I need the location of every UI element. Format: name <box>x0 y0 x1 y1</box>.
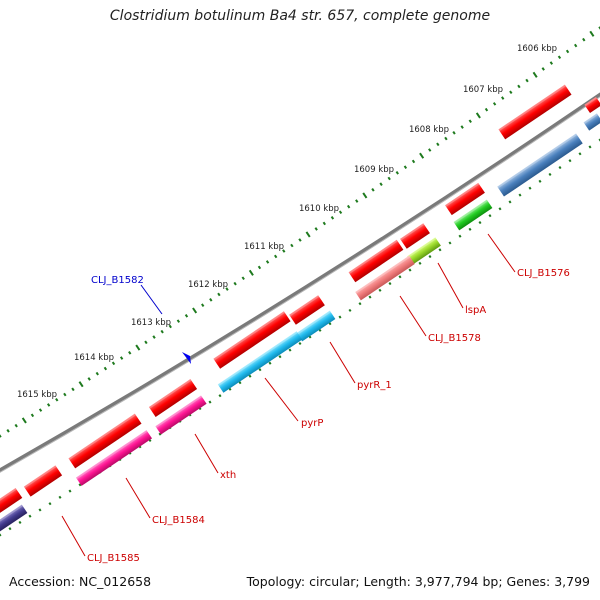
genome-backbone <box>0 92 600 473</box>
ruler-tick-label: 1606 kbp <box>517 44 557 54</box>
gene-label-callouts <box>61 233 516 557</box>
gene-label[interactable]: xth <box>220 470 236 481</box>
ruler-track <box>0 26 600 438</box>
ruler-tick-label: 1609 kbp <box>354 165 394 175</box>
feature-track[interactable] <box>0 84 600 536</box>
gene-label[interactable]: CLJ_B1585 <box>87 553 140 564</box>
cds-feature[interactable] <box>289 295 325 325</box>
cds-feature[interactable] <box>348 239 404 283</box>
ruler-tick-label: 1611 kbp <box>244 242 284 252</box>
cds-feature[interactable] <box>0 487 23 519</box>
gene-feature[interactable] <box>453 199 493 231</box>
gene-label[interactable]: CLJ_B1582 <box>91 275 144 286</box>
gene-feature[interactable] <box>583 113 600 131</box>
cds-feature[interactable] <box>400 223 430 249</box>
accession-label: Accession: NC_012658 <box>9 574 152 589</box>
gene-labels[interactable]: CLJ_B1576 lspA CLJ_B1578 pyrR_1 pyrP xth CLJ_B… <box>87 268 570 564</box>
gene-feature[interactable] <box>217 331 303 393</box>
position-marker-icon[interactable] <box>182 352 191 364</box>
gene-callout-line <box>437 262 464 309</box>
gene-callout-line <box>61 515 86 557</box>
gene-callout-line <box>140 284 163 315</box>
gene-callout-line <box>487 233 516 273</box>
map-title: Clostridium botulinum Ba4 str. 657, comp… <box>109 8 491 24</box>
gene-feature[interactable] <box>355 255 415 301</box>
cds-feature[interactable] <box>445 182 485 216</box>
gene-callout-line <box>125 477 151 519</box>
cds-feature[interactable] <box>584 96 600 114</box>
ruler-tick-label: 1610 kbp <box>299 204 339 214</box>
gene-label[interactable]: pyrR_1 <box>357 380 392 391</box>
ruler-tick-label: 1615 kbp <box>17 390 57 400</box>
cds-feature[interactable] <box>68 413 142 469</box>
cds-feature[interactable] <box>148 379 198 417</box>
ruler-tick-label: 1608 kbp <box>409 125 449 135</box>
gene-callout-line <box>264 377 299 422</box>
gene-label[interactable]: CLJ_B1584 <box>152 515 205 526</box>
cds-feature[interactable] <box>498 84 572 140</box>
gene-label[interactable]: CLJ_B1576 <box>517 268 570 279</box>
gene-feature[interactable] <box>0 504 28 536</box>
ruler-tick-label: 1614 kbp <box>74 353 114 363</box>
gene-callout-line <box>329 341 356 384</box>
gene-label[interactable]: lspA <box>465 305 486 316</box>
gene-label[interactable]: pyrP <box>301 418 323 429</box>
gene-feature[interactable] <box>497 133 583 197</box>
ruler-labels: 1606 kbp 1607 kbp 1608 kbp 1609 kbp 1610 kbp… <box>17 44 557 400</box>
ruler-tick-label: 1613 kbp <box>131 318 171 328</box>
ruler-tick-label: 1612 kbp <box>188 280 228 290</box>
gene-callout-line <box>194 433 219 474</box>
gene-callout-line <box>399 295 427 337</box>
gene-feature[interactable] <box>75 430 153 486</box>
cds-feature[interactable] <box>213 311 291 369</box>
ruler-tick-label: 1607 kbp <box>463 85 503 95</box>
gene-label[interactable]: CLJ_B1578 <box>428 333 481 344</box>
gene-feature[interactable] <box>407 237 441 265</box>
genome-summary-label: Topology: circular; Length: 3,977,794 bp… <box>246 574 590 589</box>
cds-feature[interactable] <box>23 465 63 497</box>
gene-feature[interactable] <box>155 395 207 435</box>
gene-feature[interactable] <box>296 310 336 342</box>
